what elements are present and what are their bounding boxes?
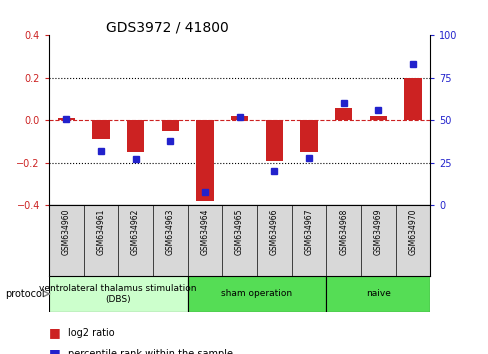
Text: GSM634965: GSM634965 bbox=[235, 209, 244, 255]
Text: ■: ■ bbox=[49, 326, 61, 339]
Bar bbox=[49, 276, 187, 312]
Bar bbox=[404, 78, 421, 120]
Text: GSM634966: GSM634966 bbox=[269, 209, 278, 255]
Bar bbox=[230, 116, 248, 120]
Text: GDS3972 / 41800: GDS3972 / 41800 bbox=[106, 20, 228, 34]
Text: GSM634967: GSM634967 bbox=[304, 209, 313, 255]
Bar bbox=[334, 108, 351, 120]
Text: GSM634968: GSM634968 bbox=[339, 209, 347, 255]
Text: ■: ■ bbox=[49, 348, 61, 354]
Text: sham operation: sham operation bbox=[221, 289, 292, 298]
Text: percentile rank within the sample: percentile rank within the sample bbox=[68, 349, 233, 354]
Bar bbox=[187, 276, 325, 312]
Text: GSM634960: GSM634960 bbox=[61, 209, 71, 255]
Bar bbox=[196, 120, 213, 201]
Text: GSM634970: GSM634970 bbox=[407, 209, 417, 255]
Text: GSM634964: GSM634964 bbox=[200, 209, 209, 255]
Bar bbox=[161, 120, 179, 131]
Bar bbox=[58, 118, 75, 120]
Text: ventrolateral thalamus stimulation
(DBS): ventrolateral thalamus stimulation (DBS) bbox=[40, 284, 197, 303]
Bar bbox=[300, 120, 317, 152]
Text: GSM634961: GSM634961 bbox=[96, 209, 105, 255]
Text: GSM634969: GSM634969 bbox=[373, 209, 382, 255]
Text: GSM634962: GSM634962 bbox=[131, 209, 140, 255]
Bar bbox=[92, 120, 109, 139]
Text: protocol: protocol bbox=[5, 289, 44, 299]
Text: GSM634963: GSM634963 bbox=[165, 209, 174, 255]
Text: log2 ratio: log2 ratio bbox=[68, 328, 115, 338]
Bar bbox=[369, 116, 386, 120]
Bar bbox=[127, 120, 144, 152]
Bar bbox=[265, 120, 283, 161]
Bar bbox=[325, 276, 429, 312]
Text: naive: naive bbox=[365, 289, 390, 298]
